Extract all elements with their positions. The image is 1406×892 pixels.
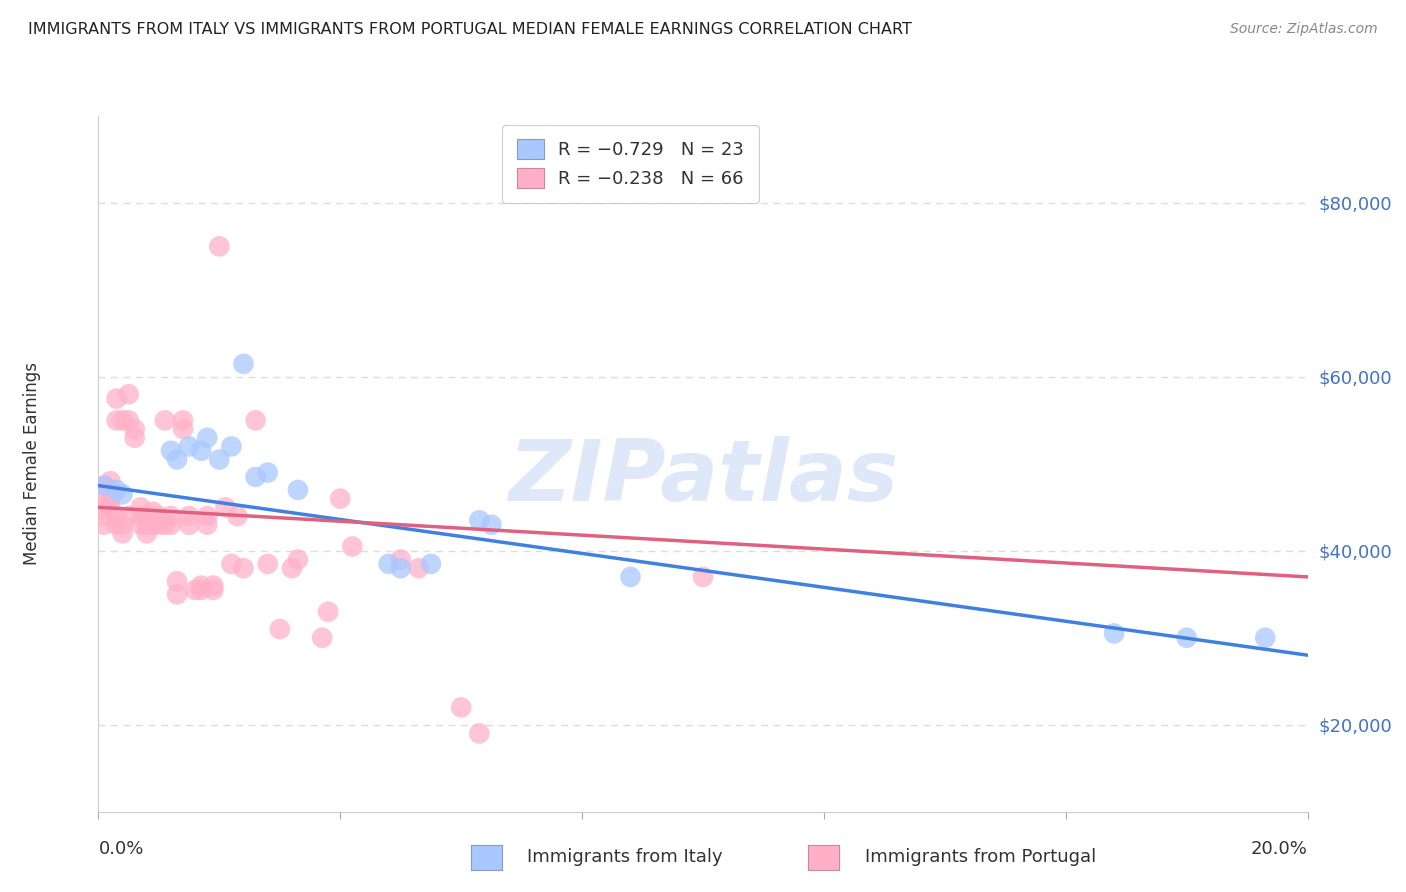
Point [111, 487, 134, 501]
Point [153, 517, 176, 532]
Point [1254, 631, 1277, 645]
Point [100, 475, 122, 489]
Point [481, 517, 503, 532]
Point [190, 582, 212, 597]
Point [172, 413, 194, 427]
Point [619, 570, 641, 584]
Point [208, 239, 231, 253]
Point [287, 483, 309, 497]
Point [100, 483, 122, 497]
Point [256, 557, 278, 571]
Point [221, 557, 243, 571]
Point [93, 500, 115, 515]
Point [389, 561, 412, 575]
Point [118, 508, 141, 523]
Point [316, 605, 339, 619]
Point [179, 508, 201, 523]
Point [135, 526, 157, 541]
Point [329, 491, 352, 506]
Point [118, 387, 141, 401]
Point [105, 517, 128, 532]
Point [105, 483, 128, 497]
Point [124, 431, 146, 445]
Point [100, 491, 122, 506]
Point [142, 517, 165, 532]
Point [93, 508, 115, 523]
Point [311, 631, 333, 645]
Point [195, 517, 218, 532]
Point [1175, 631, 1198, 645]
Point [245, 470, 267, 484]
Point [129, 500, 152, 515]
Point [93, 517, 115, 532]
Point [105, 413, 128, 427]
Point [105, 508, 128, 523]
Point [420, 557, 443, 571]
Point [232, 357, 254, 371]
Text: IMMIGRANTS FROM ITALY VS IMMIGRANTS FROM PORTUGAL MEDIAN FEMALE EARNINGS CORRELA: IMMIGRANTS FROM ITALY VS IMMIGRANTS FROM… [28, 22, 912, 37]
Point [408, 561, 430, 575]
Point [129, 508, 152, 523]
Point [105, 392, 128, 406]
Point [166, 587, 188, 601]
Point [232, 561, 254, 575]
Point [118, 413, 141, 427]
Point [269, 622, 291, 636]
Text: Source: ZipAtlas.com: Source: ZipAtlas.com [1230, 22, 1378, 37]
Point [202, 582, 225, 597]
Point [160, 508, 183, 523]
Point [160, 443, 183, 458]
Text: 0.0%: 0.0% [98, 839, 143, 857]
Point [195, 508, 218, 523]
Point [195, 431, 218, 445]
Text: Immigrants from Italy: Immigrants from Italy [527, 848, 723, 866]
Point [245, 413, 267, 427]
Point [1102, 626, 1125, 640]
Point [179, 440, 201, 454]
Point [450, 700, 472, 714]
Point [202, 579, 225, 593]
Point [166, 574, 188, 589]
Point [256, 466, 278, 480]
Point [208, 452, 231, 467]
Point [389, 552, 412, 566]
Point [148, 508, 170, 523]
Point [468, 726, 491, 740]
Text: Median Female Earnings: Median Female Earnings [22, 362, 41, 566]
Point [111, 413, 134, 427]
Point [342, 540, 364, 554]
Point [226, 508, 249, 523]
Point [111, 517, 134, 532]
Point [153, 413, 176, 427]
Point [135, 517, 157, 532]
Point [179, 517, 201, 532]
Point [160, 517, 183, 532]
Point [221, 440, 243, 454]
Legend: R = −0.729   N = 23, R = −0.238   N = 66: R = −0.729 N = 23, R = −0.238 N = 66 [502, 125, 759, 202]
Point [111, 526, 134, 541]
Point [142, 505, 165, 519]
Point [148, 517, 170, 532]
Point [166, 452, 188, 467]
Point [190, 579, 212, 593]
Point [287, 552, 309, 566]
Text: Immigrants from Portugal: Immigrants from Portugal [865, 848, 1095, 866]
Point [468, 513, 491, 527]
Text: 20.0%: 20.0% [1251, 839, 1308, 857]
Point [93, 491, 115, 506]
Point [93, 478, 115, 492]
Point [692, 570, 714, 584]
Point [93, 478, 115, 492]
Point [190, 443, 212, 458]
Point [281, 561, 304, 575]
Point [377, 557, 399, 571]
Point [172, 422, 194, 436]
Point [129, 517, 152, 532]
Point [184, 582, 207, 597]
Point [124, 422, 146, 436]
Point [100, 500, 122, 515]
Point [214, 500, 236, 515]
Text: ZIPatlas: ZIPatlas [508, 436, 898, 519]
